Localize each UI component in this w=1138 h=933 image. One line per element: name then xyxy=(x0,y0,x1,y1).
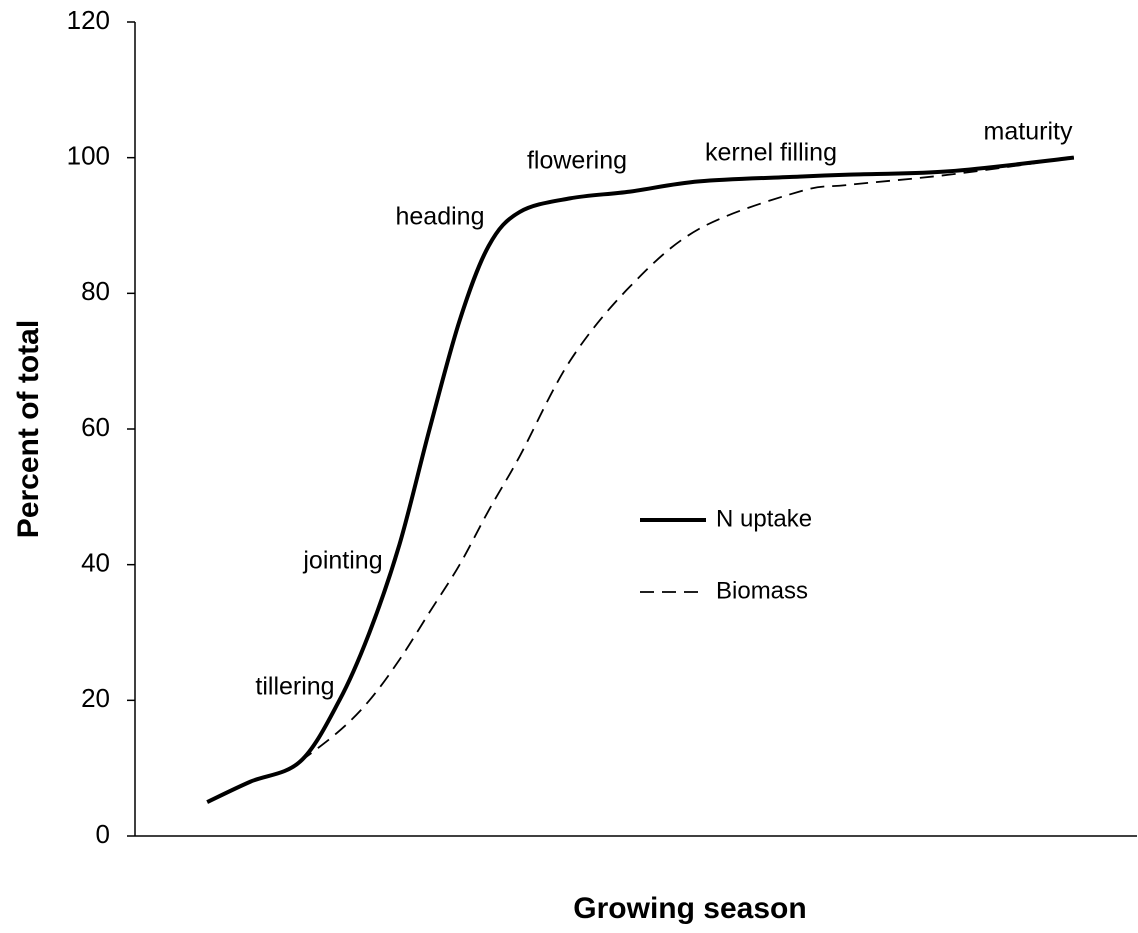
x-axis-title: Growing season xyxy=(573,892,806,925)
y-tick-label: 20 xyxy=(81,683,110,713)
annotation: tillering xyxy=(255,673,334,701)
legend-label: Biomass xyxy=(716,577,808,604)
legend-label: N uptake xyxy=(716,505,812,532)
y-tick-label: 40 xyxy=(81,548,110,578)
y-tick-label: 0 xyxy=(96,819,110,849)
y-tick-label: 60 xyxy=(81,412,110,442)
annotation: heading xyxy=(396,203,485,231)
series-line xyxy=(299,156,1074,763)
annotation: jointing xyxy=(302,547,382,575)
y-tick-label: 120 xyxy=(67,5,110,35)
annotation: flowering xyxy=(527,147,627,175)
y-tick-label: 80 xyxy=(81,276,110,306)
y-axis-title: Percent of total xyxy=(12,320,45,538)
series-line xyxy=(206,155,1075,804)
annotation: kernel filling xyxy=(705,139,837,167)
annotation: maturity xyxy=(984,118,1073,146)
y-tick-label: 100 xyxy=(67,141,110,171)
